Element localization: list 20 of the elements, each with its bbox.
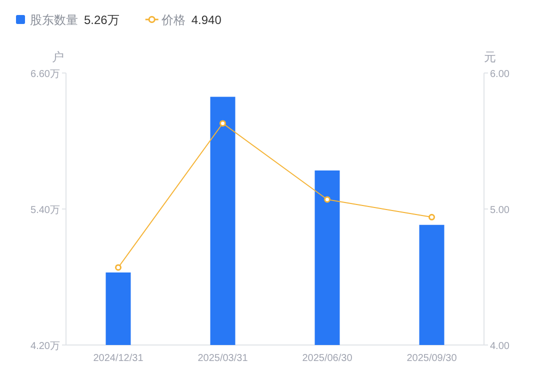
x-tick-label: 2024/12/31: [93, 353, 144, 364]
x-tick-label: 2025/06/30: [302, 353, 353, 364]
point: [428, 214, 435, 220]
y-tick-label: 4.20万: [30, 341, 60, 352]
y-axis-title: 户: [52, 50, 64, 64]
legend-label: 价格: [160, 13, 186, 27]
y2-axis-title: 元: [484, 50, 496, 64]
text: 4.940: [191, 13, 222, 27]
point: [324, 196, 330, 203]
text: 5.26万: [84, 13, 120, 27]
legend-label: 股东数量: [30, 13, 78, 27]
x-tick-label: 2025/03/31: [198, 353, 248, 364]
y2-tick-label: 6.00: [490, 69, 510, 80]
y2-tick-label: 4.00: [490, 341, 510, 352]
point: [220, 120, 226, 127]
y2-tick-label: 5.00: [490, 205, 510, 216]
point: [115, 264, 122, 271]
x-tick-label: 2025/09/30: [406, 353, 458, 364]
y-tick-label: 6.60万: [30, 69, 60, 80]
y-tick-label: 5.40万: [30, 205, 60, 216]
